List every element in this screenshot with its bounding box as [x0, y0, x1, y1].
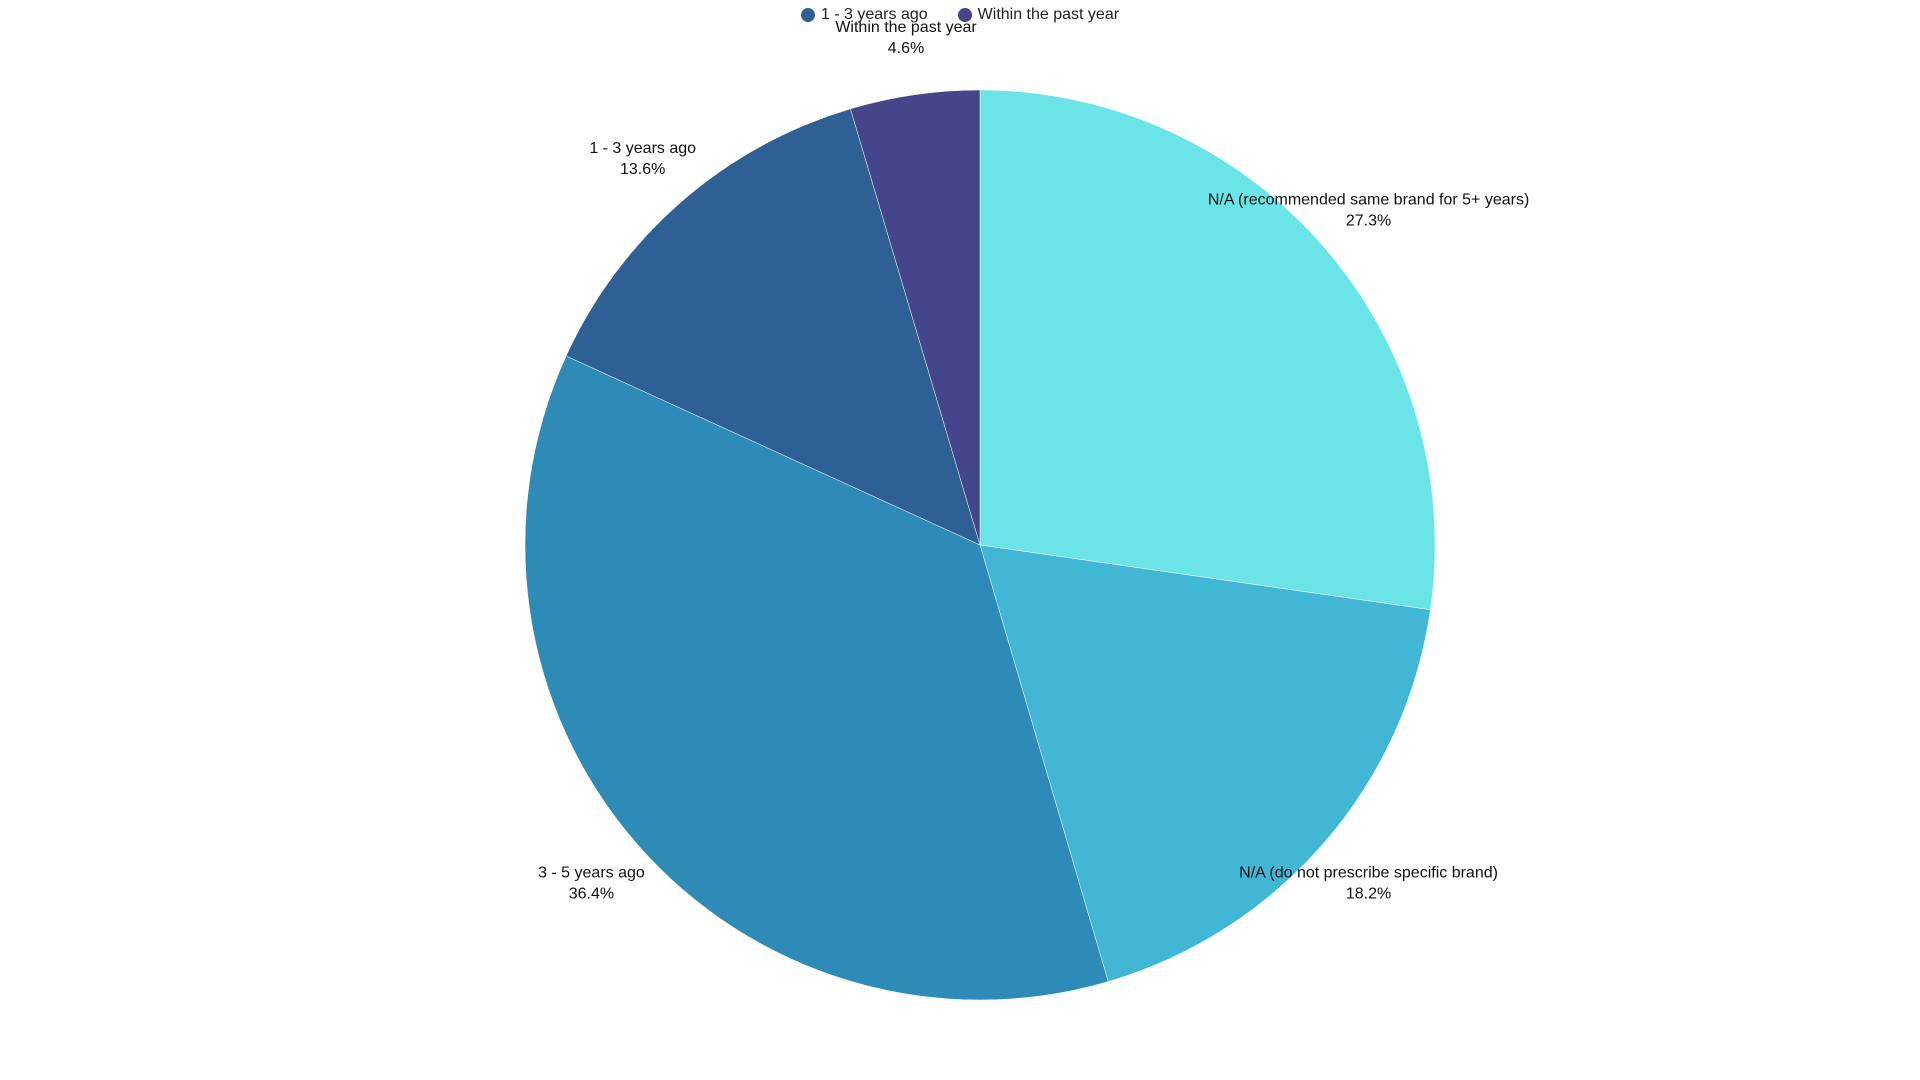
slice-label-within-the-past-year: Within the past year	[835, 19, 977, 36]
slice-value-label-n-a-recommended-same-brand-for-5-years: 27.3%	[1346, 212, 1391, 229]
legend-item-1-3-years[interactable]: 1 - 3 years ago	[800, 6, 928, 24]
legend-swatch-1-3-years	[800, 8, 815, 22]
slice-label-1-3-years-ago: 1 - 3 years ago	[589, 140, 696, 157]
slice-label-n-a-do-not-prescribe-specific-brand: N/A (do not prescribe specific brand)	[1239, 865, 1498, 882]
legend-label-within-past-year: Within the past year	[977, 6, 1120, 23]
legend-swatch-within-past-year	[957, 8, 972, 22]
slice-value-label-n-a-do-not-prescribe-specific-brand: 18.2%	[1346, 886, 1391, 903]
slice-value-label-within-the-past-year: 4.6%	[888, 40, 924, 57]
slice-label-3-5-years-ago: 3 - 5 years ago	[538, 865, 645, 882]
legend-label-1-3-years: 1 - 3 years ago	[820, 6, 928, 23]
legend: 1 - 3 years ago Within the past year	[0, 6, 1920, 24]
slice-value-label-3-5-years-ago: 36.4%	[569, 886, 614, 903]
pie-slice-n-a-do-not-prescribe-specific-brand[interactable]	[979, 544, 1431, 982]
pie-slice-1-3-years-ago[interactable]	[565, 108, 981, 546]
pie-slice-3-5-years-ago[interactable]	[524, 355, 1109, 1001]
slice-value-label-1-3-years-ago: 13.6%	[620, 161, 665, 178]
legend-item-within-past-year[interactable]: Within the past year	[957, 6, 1120, 24]
pie-slice-n-a-recommended-same-brand-for-5-years[interactable]	[979, 89, 1436, 611]
pie-slice-within-the-past-year[interactable]	[850, 89, 981, 546]
slice-label-n-a-recommended-same-brand-for-5-years: N/A (recommended same brand for 5+ years…	[1208, 191, 1529, 208]
